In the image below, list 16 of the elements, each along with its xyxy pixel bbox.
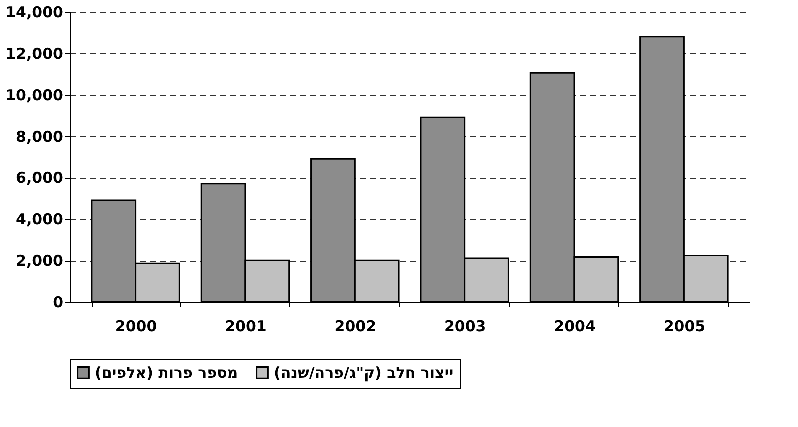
legend-label: ייצור חלב (ק"ג/פרה/שנה) bbox=[274, 364, 454, 382]
x-tick-label: 2001 bbox=[225, 318, 267, 336]
y-tick-label: 14,000 bbox=[6, 4, 64, 22]
legend-label: מספר פרות (אלפים) bbox=[95, 364, 238, 382]
y-tick-label: 6,000 bbox=[16, 169, 64, 188]
x-tick-label: 2004 bbox=[554, 318, 596, 336]
y-tick-label: 10,000 bbox=[6, 86, 64, 104]
y-tick-label: 0 bbox=[53, 294, 64, 312]
x-tick-label: 2003 bbox=[444, 318, 486, 336]
y-tick-label: 2,000 bbox=[16, 252, 64, 270]
x-tick-label: 2005 bbox=[664, 318, 706, 336]
y-tick-label: 12,000 bbox=[6, 44, 64, 63]
y-tick-label: 4,000 bbox=[16, 210, 64, 229]
x-tick-label: 2000 bbox=[115, 318, 158, 336]
y-tick-label: 8,000 bbox=[16, 128, 64, 146]
x-tick-label: 2002 bbox=[334, 318, 377, 336]
